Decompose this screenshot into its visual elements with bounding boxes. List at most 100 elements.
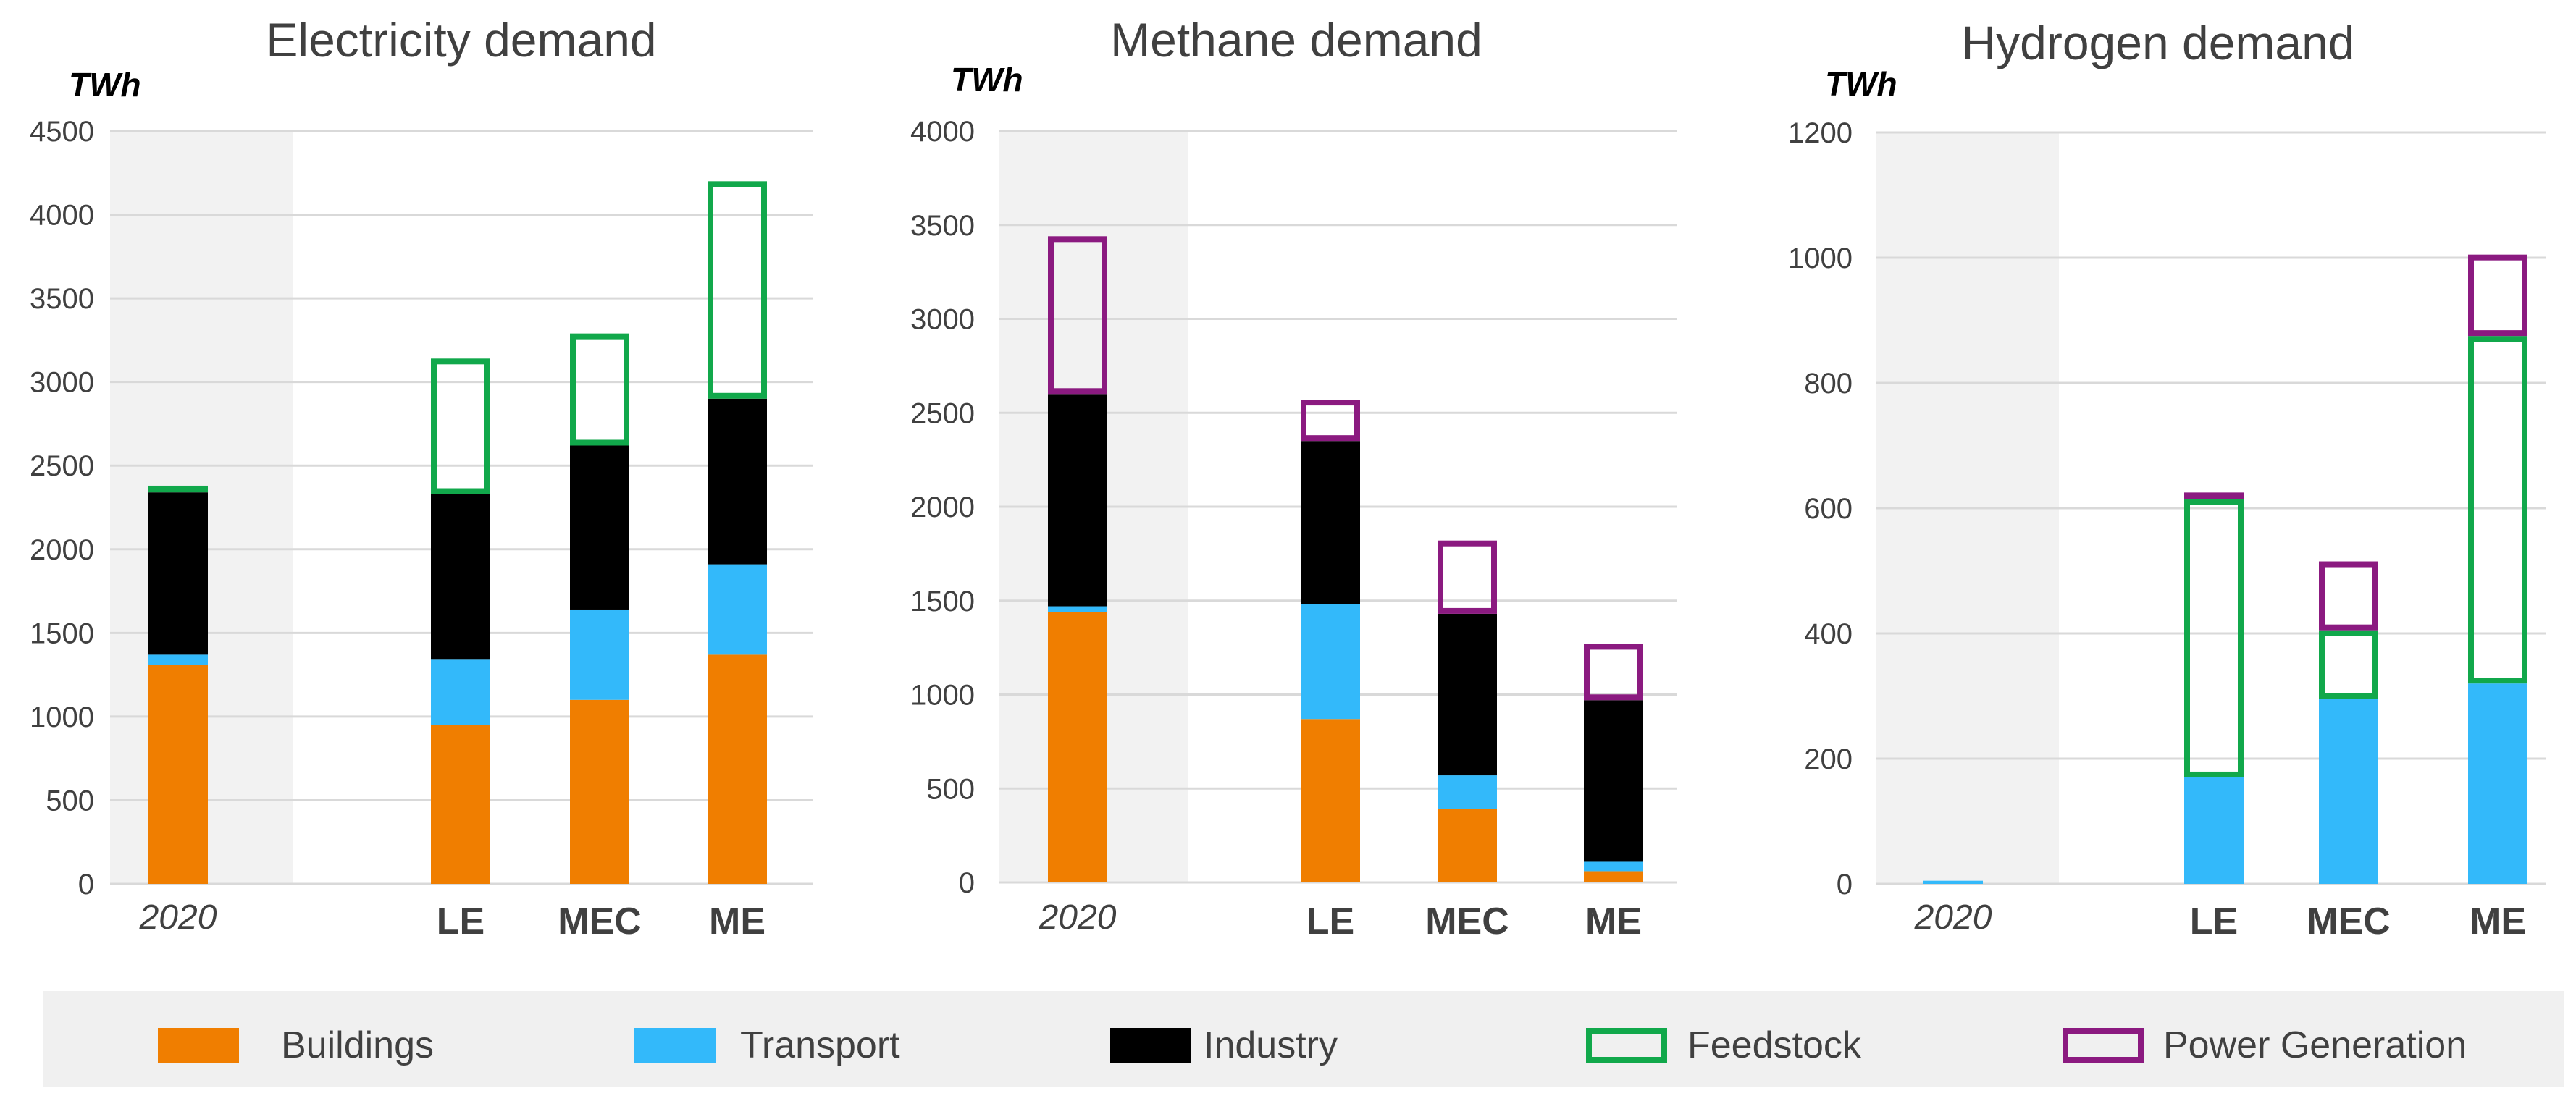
bar-segment-industry xyxy=(708,398,767,565)
bar-segment-power-generation xyxy=(1584,644,1643,701)
y-tick-label: 0 xyxy=(78,869,94,901)
unit-label: TWh xyxy=(69,66,141,104)
y-tick-label: 4000 xyxy=(30,200,94,232)
y-tick-label: 2500 xyxy=(910,397,975,429)
panel-title: Electricity demand xyxy=(266,13,656,67)
bar-segment-buildings xyxy=(1584,871,1643,882)
bar-segment-feedstock xyxy=(708,181,767,399)
y-tick-label: 0 xyxy=(959,867,975,899)
bar-segment-industry xyxy=(570,445,629,610)
legend-label-feedstock: Feedstock xyxy=(1687,1024,1862,1066)
bar-segment-transport xyxy=(2468,683,2527,884)
panel-title: Hydrogen demand xyxy=(1961,16,2354,69)
bar-segment-industry xyxy=(148,492,208,655)
bar-segment-feedstock xyxy=(2468,336,2527,684)
legend-swatch-industry xyxy=(1110,1028,1191,1063)
chart-panel-2: 0 500 1000 1500 2000 2500 3000 3500 4000 Methane … xyxy=(910,13,1677,943)
bar-segment-buildings xyxy=(1438,809,1497,882)
bar-segment-industry xyxy=(1301,441,1360,604)
bar-segment-transport xyxy=(1301,604,1360,720)
bar-segment-power-generation xyxy=(1301,400,1360,442)
y-tick-label: 1500 xyxy=(910,586,975,617)
bar-segment-power-generation xyxy=(1048,236,1107,395)
bar-segment-buildings xyxy=(1048,612,1107,882)
x-tick-label: 2020 xyxy=(1914,898,1992,937)
y-tick-label: 500 xyxy=(926,773,975,805)
bar-segment-buildings xyxy=(1301,719,1360,882)
bar-segment-power-generation xyxy=(1438,540,1497,614)
legend-label-transport: Transport xyxy=(740,1024,900,1066)
panel-title: Methane demand xyxy=(1110,13,1482,67)
x-tick-label: MEC xyxy=(1425,901,1509,943)
y-tick-label: 500 xyxy=(46,785,94,817)
legend-swatch-power-generation xyxy=(2063,1028,2144,1063)
legend-swatch-transport xyxy=(634,1028,716,1063)
y-tick-label: 200 xyxy=(1804,743,1853,775)
y-tick-label: 1000 xyxy=(30,701,94,733)
bar-segment-power-generation xyxy=(2468,254,2527,337)
y-tick-label: 2000 xyxy=(30,534,94,566)
unit-label: TWh xyxy=(951,61,1023,98)
chart-panel-1: 0 500 1000 1500 2000 2500 3000 3500 4000 4500 Elec… xyxy=(30,13,813,943)
x-tick-label: LE xyxy=(1306,901,1354,943)
legend-swatch-buildings xyxy=(158,1028,239,1063)
legend-swatch-feedstock xyxy=(1586,1028,1667,1063)
y-tick-label: 600 xyxy=(1804,493,1853,525)
chart-panel-3: 0 200 400 600 800 1000 1200 Hydrogen demand TWh 2… xyxy=(1788,16,2546,943)
bar-segment-transport xyxy=(148,654,208,665)
bar-segment-transport xyxy=(2184,777,2244,884)
legend-label-buildings: Buildings xyxy=(281,1024,434,1066)
y-tick-label: 3000 xyxy=(30,367,94,399)
legend: Buildings Transport Industry Feedstock Power… xyxy=(43,991,2564,1087)
x-tick-label: MEC xyxy=(558,901,642,943)
bar-segment-transport xyxy=(2319,699,2378,884)
bar-segment-buildings xyxy=(148,665,208,884)
x-tick-label: LE xyxy=(437,901,484,943)
x-tick-label: 2020 xyxy=(1039,898,1117,937)
legend-label-power-generation: Power Generation xyxy=(2163,1024,2467,1066)
bar-segment-industry xyxy=(1584,700,1643,862)
x-tick-label: LE xyxy=(2190,901,2238,943)
y-tick-label: 3000 xyxy=(910,304,975,336)
bar-segment-transport xyxy=(431,659,490,725)
bar-segment-buildings xyxy=(570,699,629,884)
y-tick-label: 1000 xyxy=(910,680,975,712)
bar-segment-industry xyxy=(1438,613,1497,776)
y-tick-label: 1200 xyxy=(1788,117,1853,149)
y-tick-label: 1000 xyxy=(1788,243,1853,274)
y-tick-label: 0 xyxy=(1837,869,1853,901)
bar-segment-transport xyxy=(708,564,767,655)
y-tick-label: 3500 xyxy=(30,283,94,315)
y-tick-label: 1500 xyxy=(30,617,94,649)
y-tick-label: 2000 xyxy=(910,492,975,523)
bar-segment-transport xyxy=(1923,880,1983,884)
x-tick-label: MEC xyxy=(2307,901,2391,943)
bar-segment-transport xyxy=(1048,606,1107,612)
x-tick-label: ME xyxy=(1585,901,1642,943)
unit-label: TWh xyxy=(1825,65,1897,103)
x-tick-label: ME xyxy=(709,901,765,943)
y-tick-label: 4000 xyxy=(910,116,975,148)
y-tick-label: 800 xyxy=(1804,368,1853,400)
y-tick-label: 3500 xyxy=(910,210,975,242)
bar-segment-transport xyxy=(1438,775,1497,809)
bar-segment-buildings xyxy=(708,654,767,884)
y-tick-label: 400 xyxy=(1804,618,1853,650)
legend-label-industry: Industry xyxy=(1204,1024,1338,1066)
bar-segment-power-generation xyxy=(2319,561,2378,631)
bar-segment-feedstock xyxy=(2319,630,2378,699)
bar-segment-industry xyxy=(431,494,490,660)
bar-segment-buildings xyxy=(431,725,490,884)
y-tick-label: 4500 xyxy=(30,116,94,148)
y-tick-label: 2500 xyxy=(30,450,94,482)
bar-segment-feedstock xyxy=(2184,499,2244,777)
x-tick-label: 2020 xyxy=(139,898,217,937)
bar-segment-power-generation xyxy=(2184,492,2244,499)
bar-segment-feedstock xyxy=(570,333,629,446)
x-tick-label: ME xyxy=(2470,901,2526,943)
bar-segment-feedstock xyxy=(431,358,490,494)
bar-segment-industry xyxy=(1048,394,1107,607)
bar-segment-transport xyxy=(1584,861,1643,872)
bar-segment-transport xyxy=(570,609,629,700)
